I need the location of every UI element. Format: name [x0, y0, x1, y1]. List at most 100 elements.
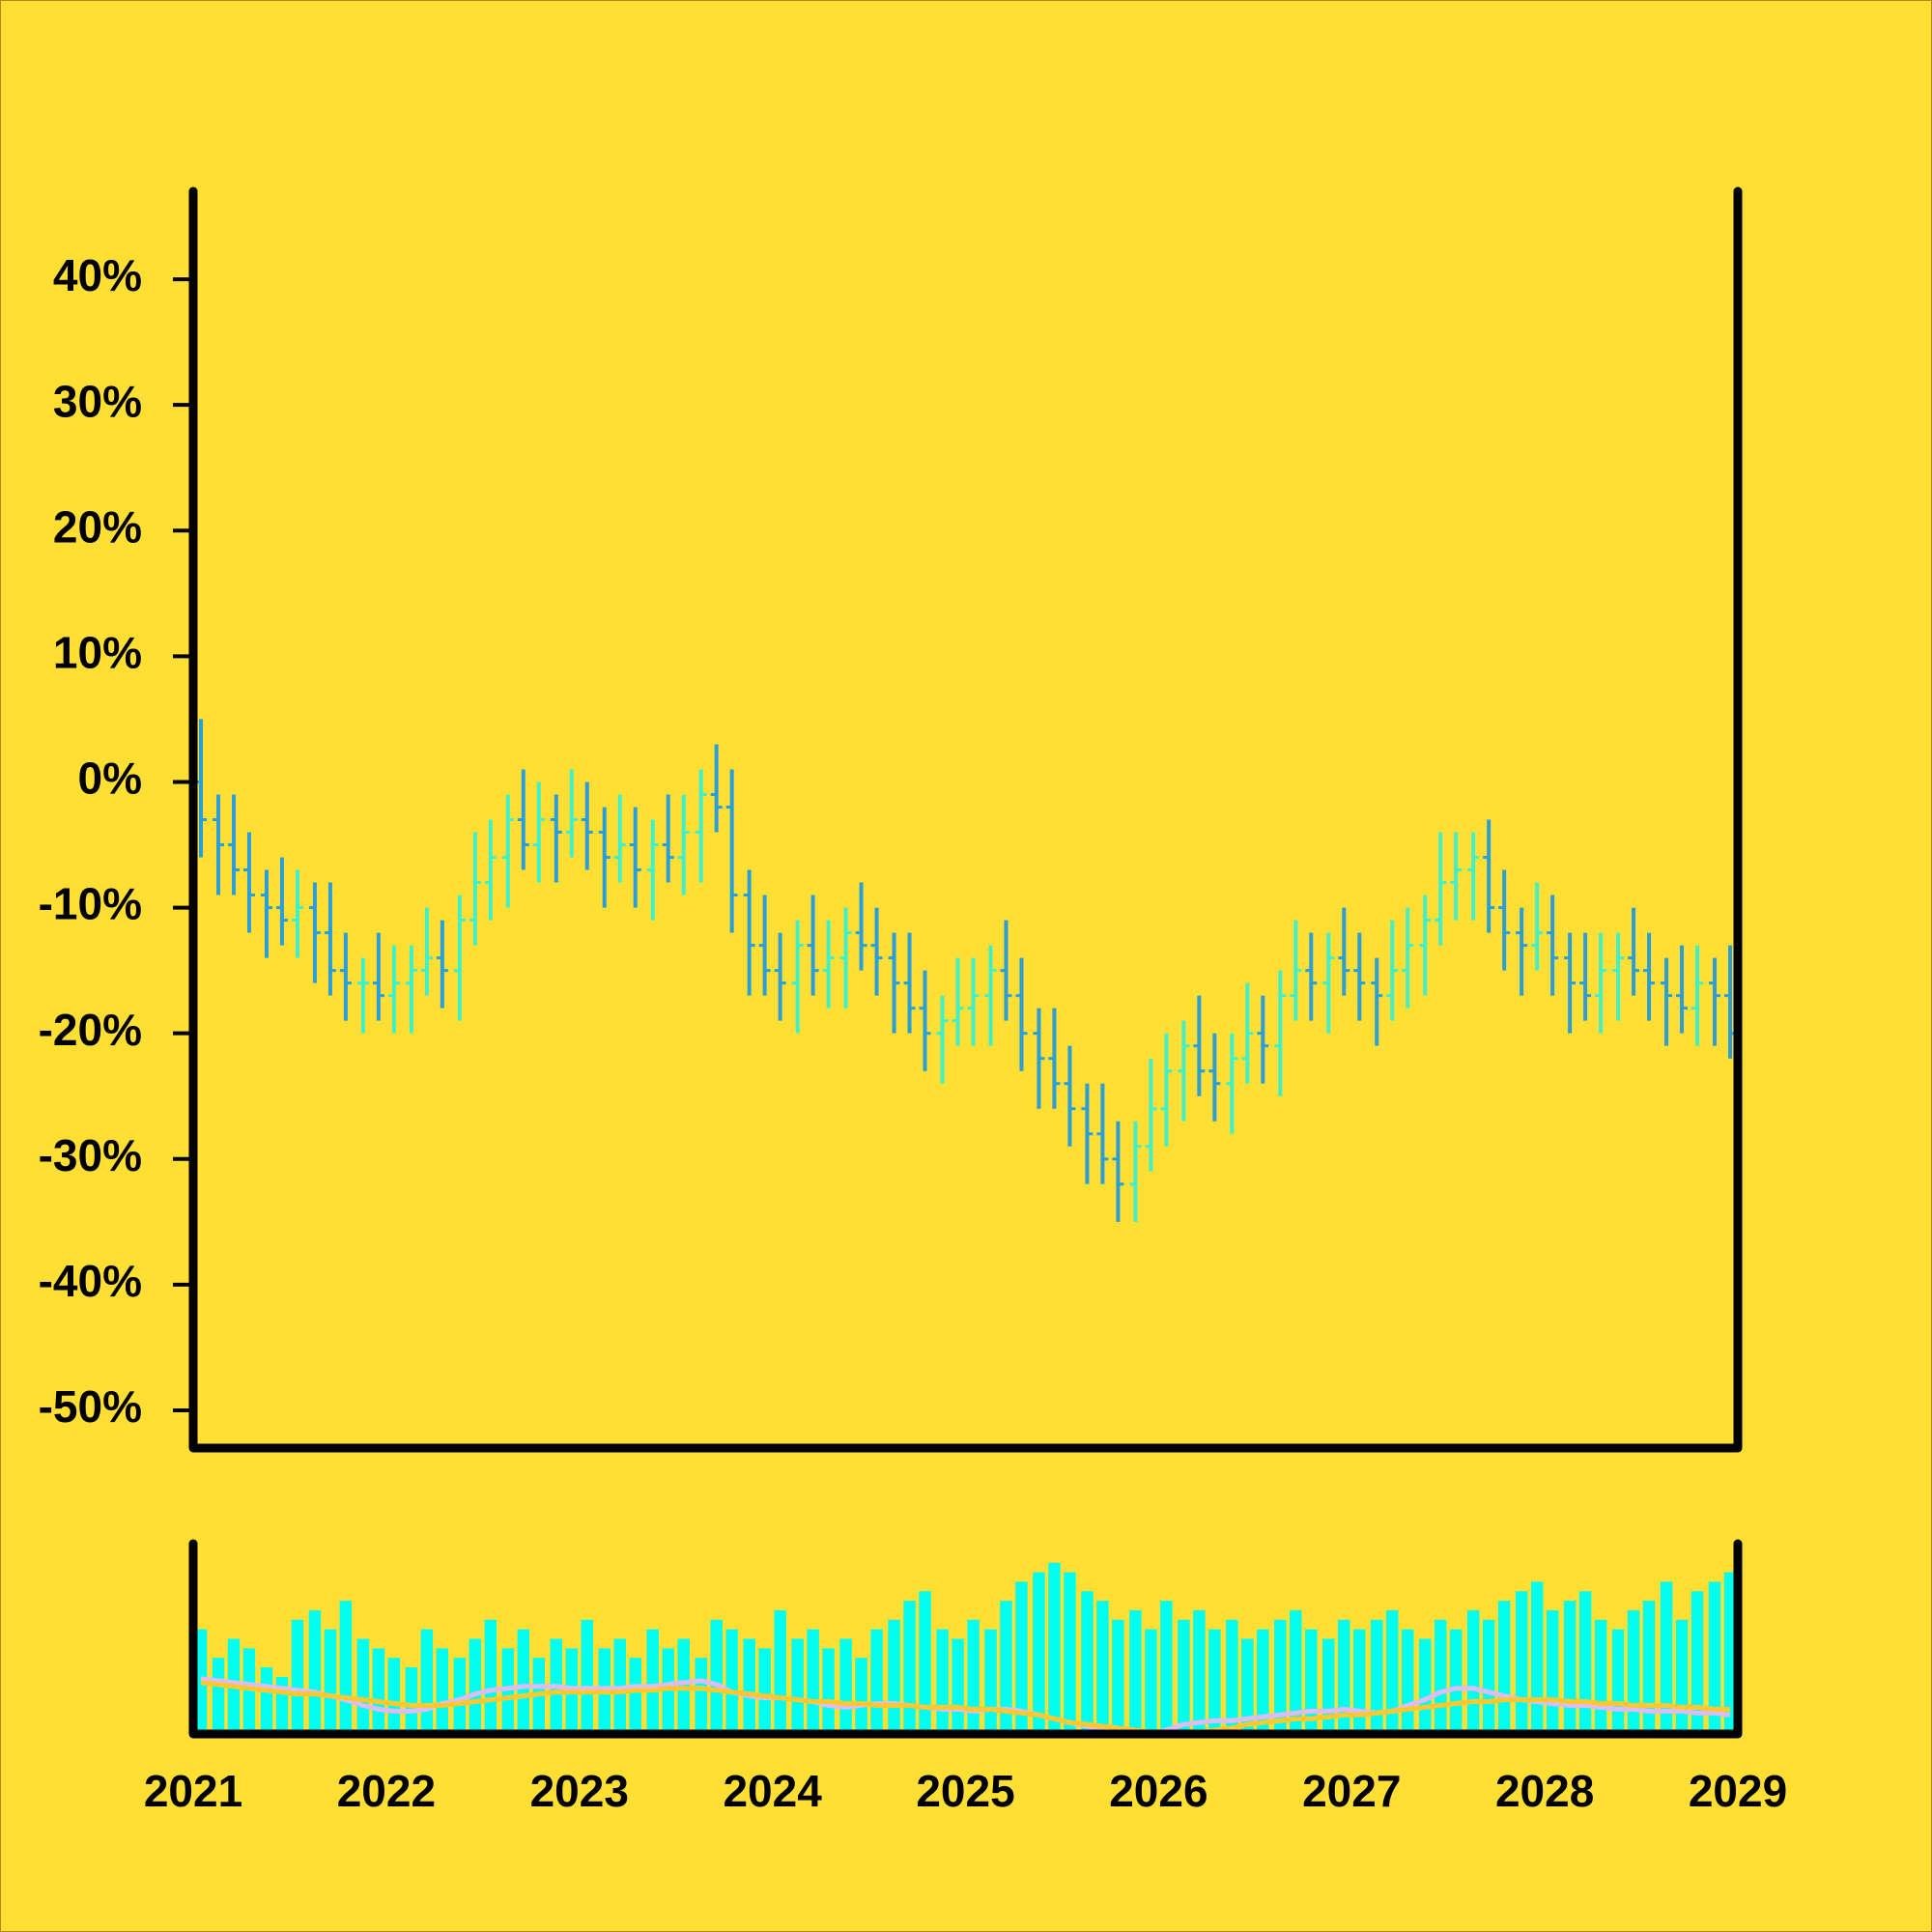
volume-bar: [1129, 1609, 1142, 1734]
volume-bar: [1241, 1638, 1254, 1734]
volume-bar: [1208, 1629, 1221, 1734]
volume-bar: [1418, 1638, 1432, 1734]
volume-bar: [967, 1619, 980, 1734]
volume-bar: [1193, 1609, 1206, 1734]
volume-bar: [1112, 1619, 1124, 1734]
x-tick-label: 2026: [1109, 1766, 1208, 1816]
volume-bar: [743, 1638, 755, 1734]
volume-bar: [260, 1667, 273, 1734]
volume-bar: [936, 1629, 949, 1734]
volume-bar: [1546, 1609, 1559, 1734]
volume-bar: [855, 1658, 867, 1734]
volume-bar: [1226, 1619, 1238, 1734]
volume-bar: [1660, 1581, 1673, 1734]
y-tick-label: 30%: [53, 376, 142, 426]
volume-bar: [308, 1609, 322, 1734]
volume-bar: [1723, 1572, 1737, 1734]
volume-bar: [1096, 1601, 1109, 1734]
volume-bar: [324, 1629, 337, 1734]
volume-bar: [839, 1638, 852, 1734]
volume-bar: [1145, 1629, 1157, 1734]
volume-bar: [1015, 1581, 1028, 1734]
volume-bar: [581, 1619, 593, 1734]
volume-bar: [1563, 1601, 1577, 1734]
volume-bar: [242, 1648, 256, 1734]
volume-bar: [453, 1658, 467, 1734]
volume-bar: [1642, 1601, 1656, 1734]
volume-bar: [436, 1648, 449, 1734]
volume-bar: [695, 1658, 707, 1734]
volume-bar: [662, 1648, 674, 1734]
x-tick-label: 2028: [1495, 1766, 1594, 1816]
volume-bar: [1466, 1609, 1480, 1734]
volume-bar: [1708, 1581, 1721, 1734]
volume-bar: [1370, 1619, 1383, 1734]
volume-bar: [1497, 1601, 1511, 1734]
volume-bar: [469, 1638, 482, 1734]
volume-bar: [1274, 1619, 1287, 1734]
volume-bar: [1064, 1572, 1076, 1734]
y-tick-label: 20%: [53, 501, 142, 552]
volume-bar: [710, 1619, 723, 1734]
volume-bar: [629, 1658, 641, 1734]
volume-bar: [517, 1629, 530, 1734]
price-frame: [188, 186, 1743, 1453]
volume-bar: [1338, 1619, 1350, 1734]
volume-bar: [1530, 1581, 1544, 1734]
volume-bar: [484, 1619, 497, 1734]
volume-bar: [405, 1667, 418, 1734]
volume-bar: [1257, 1629, 1269, 1734]
volume-bar: [984, 1629, 997, 1734]
y-tick-label: -50%: [39, 1381, 142, 1432]
volume-bar: [1401, 1629, 1414, 1734]
volume-bar: [1290, 1609, 1302, 1734]
y-tick-label: -20%: [39, 1005, 142, 1055]
x-tick-label: 2024: [723, 1766, 822, 1816]
volume-bar: [501, 1648, 515, 1734]
volume-bar: [725, 1629, 738, 1734]
y-tick-label: 10%: [53, 628, 142, 678]
volume-bar: [1178, 1619, 1190, 1734]
volume-bar: [194, 1629, 208, 1734]
volume-bar: [1482, 1619, 1495, 1734]
volume-bar: [807, 1629, 819, 1734]
volume-bar: [1048, 1562, 1061, 1734]
y-tick-label: 0%: [78, 753, 142, 804]
volume-frame: [188, 1539, 1743, 1739]
volume-bar: [952, 1638, 964, 1734]
volume-bar: [339, 1601, 353, 1734]
volume-bar: [1627, 1609, 1640, 1734]
volume-bar: [1000, 1601, 1012, 1734]
y-tick-label: -10%: [39, 879, 142, 929]
volume-bar: [1352, 1629, 1366, 1734]
volume-bar: [356, 1638, 370, 1734]
x-tick-label: 2029: [1689, 1766, 1787, 1816]
x-tick-label: 2023: [530, 1766, 629, 1816]
volume-bar: [387, 1658, 401, 1734]
volume-bar: [1434, 1619, 1447, 1734]
volume-bar: [1594, 1619, 1607, 1734]
volume-bar: [774, 1609, 786, 1734]
volume-bar: [1690, 1591, 1704, 1734]
volume-bar: [919, 1591, 931, 1734]
y-tick-label: -30%: [39, 1130, 142, 1180]
x-tick-label: 2027: [1302, 1766, 1401, 1816]
volume-bar: [1081, 1591, 1094, 1734]
volume-bar: [758, 1648, 771, 1734]
volume-bar: [791, 1638, 804, 1734]
volume-bar: [1515, 1591, 1528, 1734]
volume-bar: [888, 1619, 900, 1734]
volume-bar: [1160, 1601, 1173, 1734]
volume-bar: [372, 1648, 385, 1734]
volume-bar: [870, 1629, 883, 1734]
volume-panel: 2021 2022 2023 2024 2025 2026 2027 2028 2029: [144, 1562, 1787, 1816]
volume-bar: [1305, 1629, 1318, 1734]
volume-bar: [1675, 1619, 1689, 1734]
volume-bar: [1449, 1629, 1463, 1734]
volume-bar: [291, 1619, 304, 1734]
volume-bar: [1385, 1609, 1399, 1734]
x-tick-label: 2021: [144, 1766, 242, 1816]
